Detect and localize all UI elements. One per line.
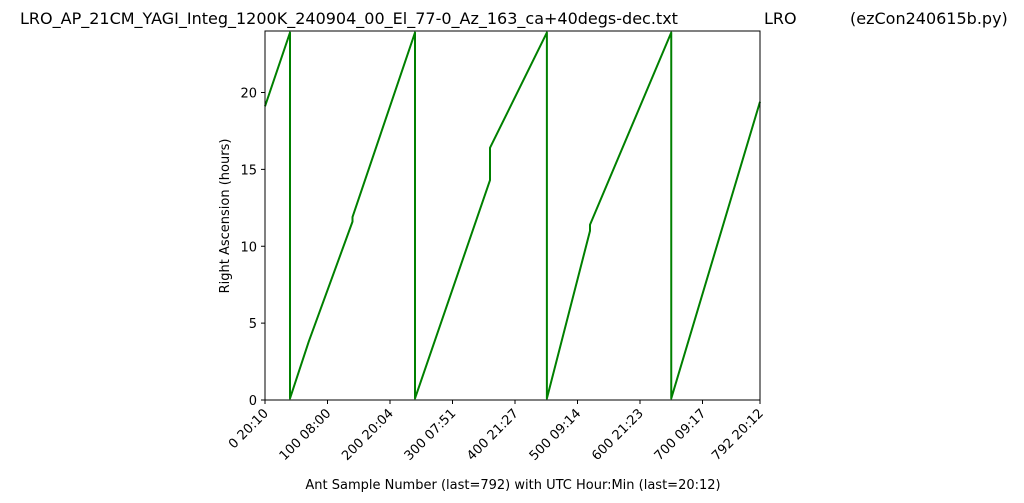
x-tick-label: 700 09:17 — [652, 406, 710, 464]
x-tick-label: 100 08:00 — [277, 406, 335, 464]
x-tick-label: 300 07:51 — [402, 406, 460, 464]
header-filename: LRO_AP_21CM_YAGI_Integ_1200K_240904_00_E… — [20, 9, 678, 29]
series-line-0 — [264, 31, 761, 400]
x-axis-label: Ant Sample Number (last=792) with UTC Ho… — [305, 478, 720, 493]
x-tick-label: 0 20:10 — [226, 406, 272, 452]
y-tick-label: 0 — [249, 394, 257, 409]
plot-area: 0 5 10 15 20 0 20:10 100 08:00 200 20:04 300 07:… — [226, 30, 767, 464]
x-tick-label: 400 21:27 — [464, 406, 522, 464]
y-tick-label: 20 — [240, 87, 257, 102]
x-tick-label: 792 20:12 — [709, 406, 767, 464]
x-tick-label: 500 09:14 — [527, 406, 585, 464]
header-program: (ezCon240615b.py) — [850, 9, 1008, 28]
header-site: LRO — [764, 9, 797, 28]
x-tick-label: 200 20:04 — [339, 406, 397, 464]
y-tick-label: 10 — [240, 240, 257, 255]
y-tick-label: 5 — [249, 317, 257, 332]
x-tick-label: 600 21:23 — [589, 406, 647, 464]
plot-frame — [264, 30, 761, 401]
y-axis-label: Right Ascension (hours) — [218, 139, 233, 294]
y-tick-label: 15 — [240, 163, 257, 178]
